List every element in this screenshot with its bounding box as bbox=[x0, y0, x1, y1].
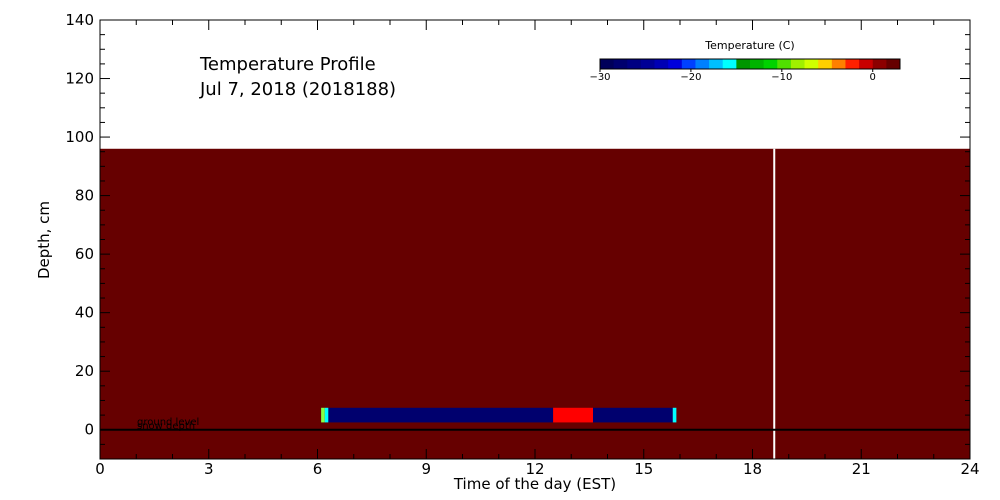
band-segment-0 bbox=[321, 407, 325, 423]
y-tick-label: 80 bbox=[75, 187, 94, 205]
sensor-band bbox=[321, 407, 677, 423]
band-segment-3 bbox=[553, 407, 593, 423]
colorbar-cell-20 bbox=[872, 59, 887, 69]
colorbar-cell-14 bbox=[790, 59, 806, 69]
y-tick-label: 20 bbox=[75, 362, 94, 380]
colorbar-cell-1 bbox=[613, 59, 628, 69]
colorbar-cell-0 bbox=[600, 59, 615, 69]
colorbar-tick-label: 0 bbox=[870, 72, 876, 83]
band-segment-2 bbox=[328, 407, 554, 423]
colorbar-tick-label: −10 bbox=[771, 72, 792, 83]
x-axis-title: Time of the day (EST) bbox=[453, 475, 616, 493]
colorbar-tick-label: −20 bbox=[680, 72, 701, 83]
colorbar: Temperature (C) −30 −20 −10 0 bbox=[589, 39, 901, 83]
x-tick-label: 12 bbox=[525, 460, 544, 478]
x-tick-label: 6 bbox=[313, 460, 323, 478]
y-tick-label: 140 bbox=[65, 11, 94, 29]
x-tick-label: 15 bbox=[634, 460, 653, 478]
colorbar-cell-5 bbox=[668, 59, 683, 69]
colorbar-cell-12 bbox=[763, 59, 778, 69]
colorbar-cell-15 bbox=[804, 59, 819, 69]
overlay-layer bbox=[100, 148, 970, 459]
colorbar-cell-6 bbox=[681, 59, 696, 69]
band-segment-1 bbox=[324, 407, 329, 423]
colorbar-cell-8 bbox=[709, 59, 724, 69]
y-tick-label: 40 bbox=[75, 304, 94, 322]
y-axis-title: Depth, cm bbox=[35, 201, 53, 279]
colorbar-cell-9 bbox=[722, 59, 737, 69]
colorbar-cell-21 bbox=[886, 59, 901, 69]
y-tick-label: 100 bbox=[65, 128, 94, 146]
x-tick-label: 9 bbox=[421, 460, 431, 478]
colorbar-cell-4 bbox=[654, 59, 669, 69]
y-tick-label: 0 bbox=[84, 421, 94, 439]
y-tick-label: 120 bbox=[65, 70, 94, 88]
band-segment-5 bbox=[672, 407, 677, 423]
colorbar-cells bbox=[599, 58, 901, 70]
heatmap-field bbox=[100, 148, 970, 460]
chart-title: Temperature Profile bbox=[199, 54, 376, 75]
heatmap-layer bbox=[100, 148, 970, 460]
colorbar-ticks: −30 −20 −10 0 bbox=[589, 69, 876, 83]
x-tick-label: 21 bbox=[852, 460, 871, 478]
colorbar-cell-13 bbox=[777, 59, 792, 69]
snow-depth-label: snow depth bbox=[137, 421, 195, 432]
colorbar-cell-18 bbox=[845, 59, 860, 69]
x-tick-label: 18 bbox=[743, 460, 762, 478]
chart-subtitle: Jul 7, 2018 (2018188) bbox=[199, 79, 396, 100]
axes: 0 3 6 9 12 15 18 21 24 0 20 40 60 80 100 120 140 bbox=[65, 11, 979, 478]
colorbar-tick-label: −30 bbox=[589, 72, 610, 83]
colorbar-frame bbox=[599, 58, 901, 70]
x-tick-label: 3 bbox=[204, 460, 214, 478]
x-tick-label: 0 bbox=[95, 460, 105, 478]
colorbar-cell-11 bbox=[750, 59, 765, 69]
y-tick-label: 60 bbox=[75, 245, 94, 263]
colorbar-cell-2 bbox=[627, 59, 642, 69]
colorbar-cell-17 bbox=[831, 59, 846, 69]
ground-level-label: ground level bbox=[137, 417, 199, 428]
band-segment-4 bbox=[593, 407, 673, 423]
colorbar-title: Temperature (C) bbox=[704, 39, 794, 52]
colorbar-cell-19 bbox=[859, 59, 874, 69]
colorbar-cell-10 bbox=[736, 59, 751, 69]
colorbar-cell-7 bbox=[695, 59, 710, 69]
x-tick-label: 24 bbox=[960, 460, 979, 478]
colorbar-cell-3 bbox=[640, 59, 656, 69]
colorbar-cell-16 bbox=[818, 59, 833, 69]
